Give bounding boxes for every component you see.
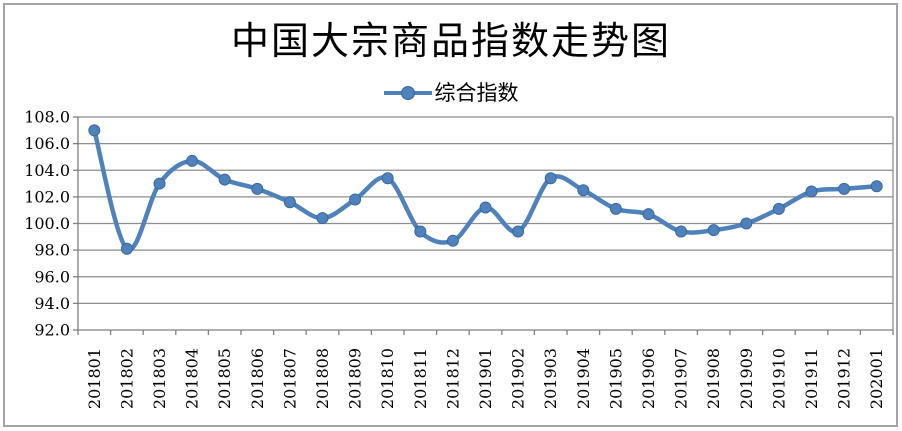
x-tick-label: 201903	[541, 348, 560, 409]
x-tick-label: 201905	[606, 348, 625, 409]
series-line	[92, 128, 879, 252]
legend-dot-icon	[400, 86, 415, 100]
data-point-201911	[805, 185, 818, 198]
data-point-201808	[316, 212, 329, 225]
chart-frame	[3, 3, 898, 427]
data-point-201909	[740, 217, 753, 230]
data-point-201912	[838, 182, 851, 195]
x-tick-label: 201809	[346, 348, 365, 409]
data-point-201801	[88, 124, 101, 137]
y-tick-label: 94.0	[34, 294, 70, 313]
data-point-201803	[153, 177, 166, 190]
data-point-201809	[349, 193, 362, 206]
data-point-201903	[544, 172, 557, 185]
x-tick-label: 201806	[248, 348, 267, 409]
data-point-201902	[512, 225, 525, 238]
legend-line-marker-icon	[383, 86, 432, 100]
y-tick-label: 92.0	[34, 321, 70, 340]
legend-series-label: 综合指数	[434, 80, 519, 105]
data-point-201901	[479, 201, 492, 214]
data-point-201906	[642, 208, 655, 221]
y-tick-label: 98.0	[34, 241, 70, 260]
x-tick-label: 201811	[411, 348, 430, 409]
data-point-201804	[186, 154, 199, 167]
data-point-201908	[707, 224, 720, 237]
data-point-202001	[870, 180, 883, 193]
data-point-201805	[218, 173, 231, 186]
x-tick-label: 201807	[280, 348, 299, 409]
data-point-201904	[577, 184, 590, 197]
data-point-201811	[414, 225, 427, 238]
x-tick-label: 201907	[672, 348, 691, 409]
x-tick-label: 201810	[378, 348, 397, 409]
x-tick-label: 202001	[867, 348, 886, 409]
x-tick-label: 201909	[737, 348, 756, 409]
x-tick-label: 201803	[150, 348, 169, 409]
x-tick-label: 201910	[769, 348, 788, 409]
y-tick-label: 108.0	[24, 108, 70, 127]
y-tick-label: 104.0	[24, 161, 70, 180]
x-tick-label: 201912	[835, 348, 854, 409]
data-point-201812	[446, 234, 459, 247]
x-tick-label: 201812	[443, 348, 462, 409]
x-tick-label: 201808	[313, 348, 332, 409]
x-tick-label: 201804	[183, 348, 202, 409]
x-tick-label: 201908	[704, 348, 723, 409]
y-tick-label: 102.0	[24, 187, 70, 206]
x-tick-label: 201911	[802, 348, 821, 409]
y-tick-label: 96.0	[34, 267, 70, 286]
y-tick-label: 100.0	[24, 214, 70, 233]
x-tick-label: 201801	[85, 348, 104, 409]
x-tick-label: 201901	[476, 348, 495, 409]
x-tick-label: 201904	[574, 348, 593, 409]
x-tick-label: 201902	[509, 348, 528, 409]
y-tick-label: 106.0	[24, 134, 70, 153]
data-point-201802	[120, 242, 133, 255]
x-tick-label: 201906	[639, 348, 658, 409]
x-tick-label: 201802	[117, 348, 136, 409]
x-tick-label: 201805	[215, 348, 234, 409]
data-point-201806	[251, 182, 264, 195]
data-point-201807	[283, 196, 296, 209]
data-point-201905	[609, 202, 622, 215]
data-point-201810	[381, 172, 394, 185]
data-point-201910	[772, 202, 785, 215]
chart-title: 中国大宗商品指数走势图	[230, 19, 671, 63]
data-point-201907	[675, 225, 688, 238]
legend: 综合指数	[0, 78, 902, 108]
